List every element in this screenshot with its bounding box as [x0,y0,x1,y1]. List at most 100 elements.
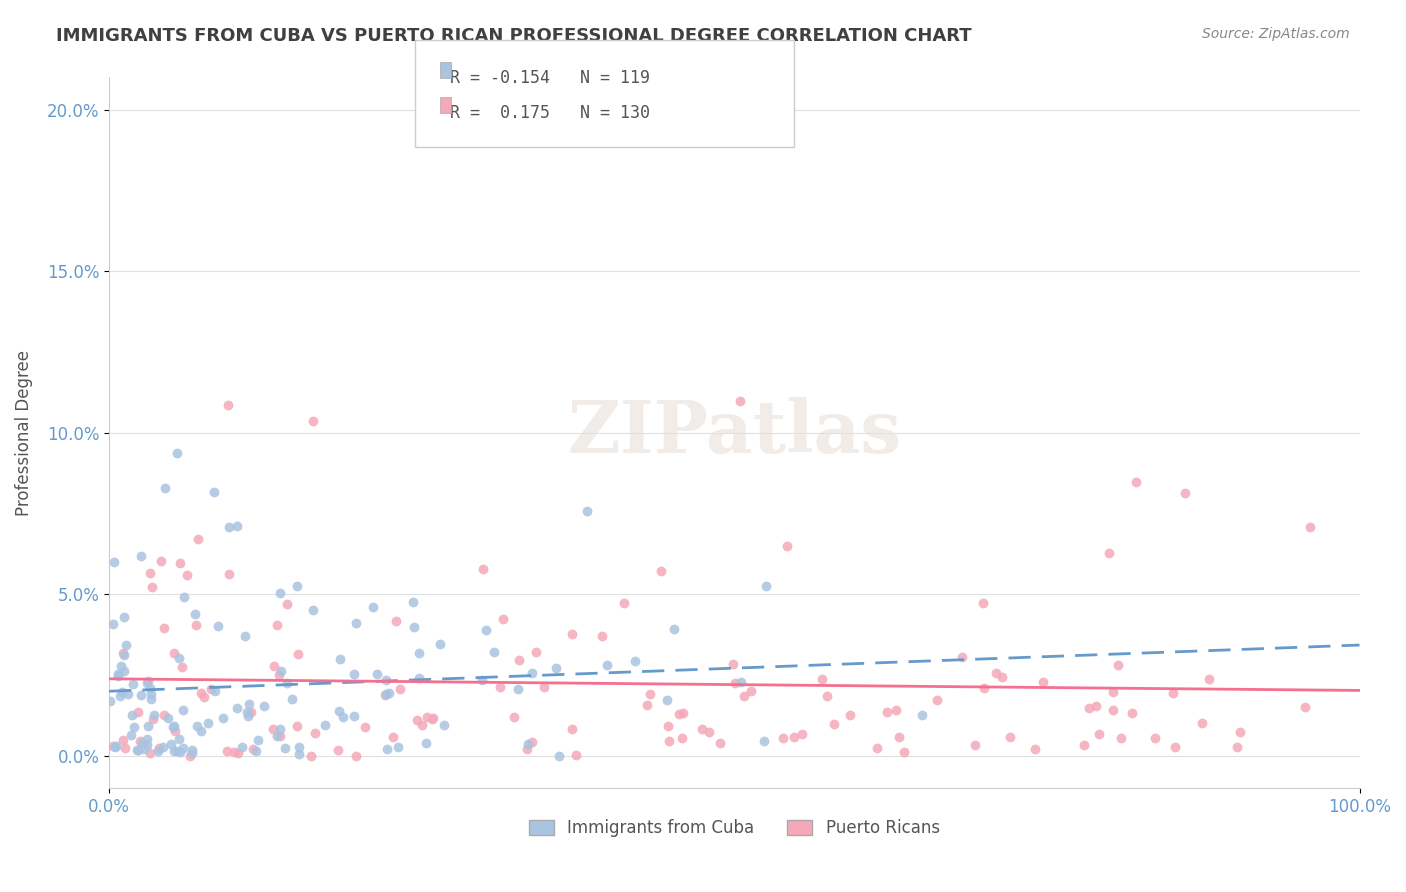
Point [972,597,994,611]
Point [1299,520,1322,534]
Point [533,680,555,694]
Point [1077,701,1099,715]
Point [207,619,229,633]
Point [343,708,366,723]
Point [1125,475,1147,489]
Point [1226,739,1249,754]
Point [104,739,127,754]
Point [148,741,170,756]
Point [225,518,247,533]
Point [169,557,191,571]
Point [811,672,834,686]
Point [638,687,661,701]
Text: Source: ZipAtlas.com: Source: ZipAtlas.com [1202,27,1350,41]
Point [332,710,354,724]
Point [302,414,325,428]
Point [990,670,1012,684]
Point [122,677,145,691]
Point [112,647,135,661]
Point [193,690,215,705]
Point [101,617,124,632]
Point [884,702,907,716]
Point [246,732,269,747]
Point [111,733,134,747]
Point [231,739,253,754]
Point [544,660,567,674]
Point [304,726,326,740]
Point [236,706,259,720]
Point [135,738,157,752]
Point [790,726,813,740]
Point [839,708,862,723]
Point [561,722,583,736]
Point [887,731,910,745]
Point [238,698,260,712]
Point [270,664,292,678]
Point [299,748,322,763]
Point [111,684,134,698]
Legend: Immigrants from Cuba, Puerto Ricans: Immigrants from Cuba, Puerto Ricans [522,812,946,844]
Point [314,718,336,732]
Point [385,615,408,629]
Point [153,621,176,635]
Point [142,712,165,726]
Point [662,622,685,636]
Point [1109,731,1132,746]
Point [728,393,751,408]
Point [353,720,375,734]
Point [236,708,259,723]
Point [754,733,776,747]
Point [202,485,225,500]
Point [502,710,524,724]
Point [155,481,177,495]
Point [516,742,538,756]
Point [408,671,430,685]
Point [1294,700,1316,714]
Point [911,707,934,722]
Point [508,653,530,667]
Point [524,645,547,659]
Point [429,637,451,651]
Point [950,649,973,664]
Point [276,676,298,690]
Point [131,736,153,750]
Point [1101,703,1123,717]
Point [267,668,290,682]
Point [475,623,498,637]
Point [184,617,207,632]
Point [516,737,538,751]
Point [141,580,163,594]
Point [998,731,1021,745]
Point [733,690,755,704]
Point [482,645,505,659]
Point [520,665,543,680]
Point [162,720,184,734]
Point [285,579,308,593]
Point [136,676,159,690]
Point [266,729,288,743]
Point [269,585,291,599]
Text: R = -0.154   N = 119: R = -0.154 N = 119 [450,69,650,87]
Point [402,595,425,609]
Text: IMMIGRANTS FROM CUBA VS PUERTO RICAN PROFESSIONAL DEGREE CORRELATION CHART: IMMIGRANTS FROM CUBA VS PUERTO RICAN PRO… [56,27,972,45]
Point [548,748,571,763]
Point [273,741,295,756]
Point [127,743,149,757]
Point [200,681,222,696]
Point [197,716,219,731]
Point [112,648,135,662]
Point [163,723,186,738]
Point [104,739,127,753]
Point [139,566,162,581]
Point [117,687,139,701]
Point [865,741,887,756]
Point [245,744,267,758]
Point [366,667,388,681]
Point [416,710,439,724]
Point [636,698,658,712]
Point [150,554,173,568]
Point [152,740,174,755]
Point [363,599,385,614]
Point [218,520,240,534]
Point [776,539,799,553]
